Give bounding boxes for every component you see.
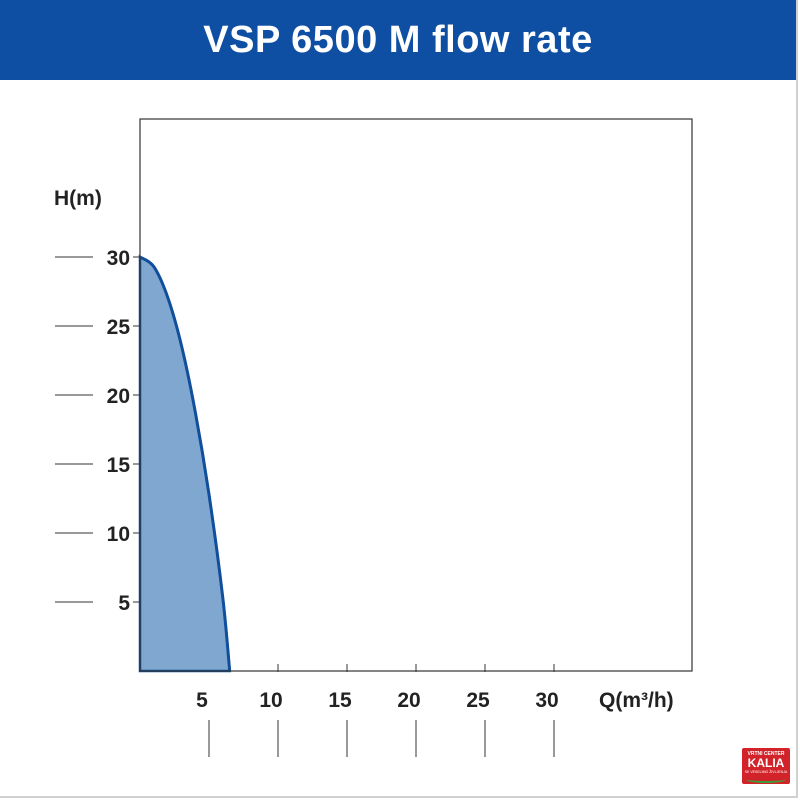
title-banner: VSP 6500 M flow rate — [0, 0, 796, 80]
chart-title: VSP 6500 M flow rate — [203, 18, 593, 61]
plot-frame — [139, 118, 693, 672]
x-tick-label-30: 30 — [535, 689, 558, 712]
y-axis-decorations: 5 10 15 20 25 30 — [55, 247, 141, 615]
y-tick-label-30: 30 — [107, 247, 130, 270]
y-tick-label-25: 25 — [107, 316, 131, 339]
y-axis-label: H(m) — [54, 187, 102, 210]
y-tick-label-5: 5 — [118, 592, 130, 615]
logo-line-1: VRTNI CENTER — [747, 751, 785, 757]
x-tick-label-15: 15 — [328, 689, 352, 712]
x-tick-label-25: 25 — [466, 689, 490, 712]
flow-curve-line — [139, 255, 232, 672]
x-tick-label-5: 5 — [196, 689, 208, 712]
logo-swoosh — [746, 776, 786, 783]
logo-line-3: SE VESELIMO ŽIVLJENJA — [744, 770, 788, 774]
x-tick-label-10: 10 — [259, 689, 282, 712]
flow-curve-area — [138, 254, 232, 673]
y-tick-label-10: 10 — [107, 523, 130, 546]
kalia-logo: VRTNI CENTER KALIA SE VESELIMO ŽIVLJENJA — [742, 748, 790, 784]
x-tick-label-20: 20 — [397, 689, 420, 712]
x-axis-decorations: 5 10 15 20 25 30 — [196, 664, 559, 757]
x-axis-label: Q(m³/h) — [599, 689, 674, 712]
y-tick-label-20: 20 — [107, 385, 130, 408]
y-tick-label-15: 15 — [107, 454, 131, 477]
logo-line-2: KALIA — [747, 756, 785, 770]
